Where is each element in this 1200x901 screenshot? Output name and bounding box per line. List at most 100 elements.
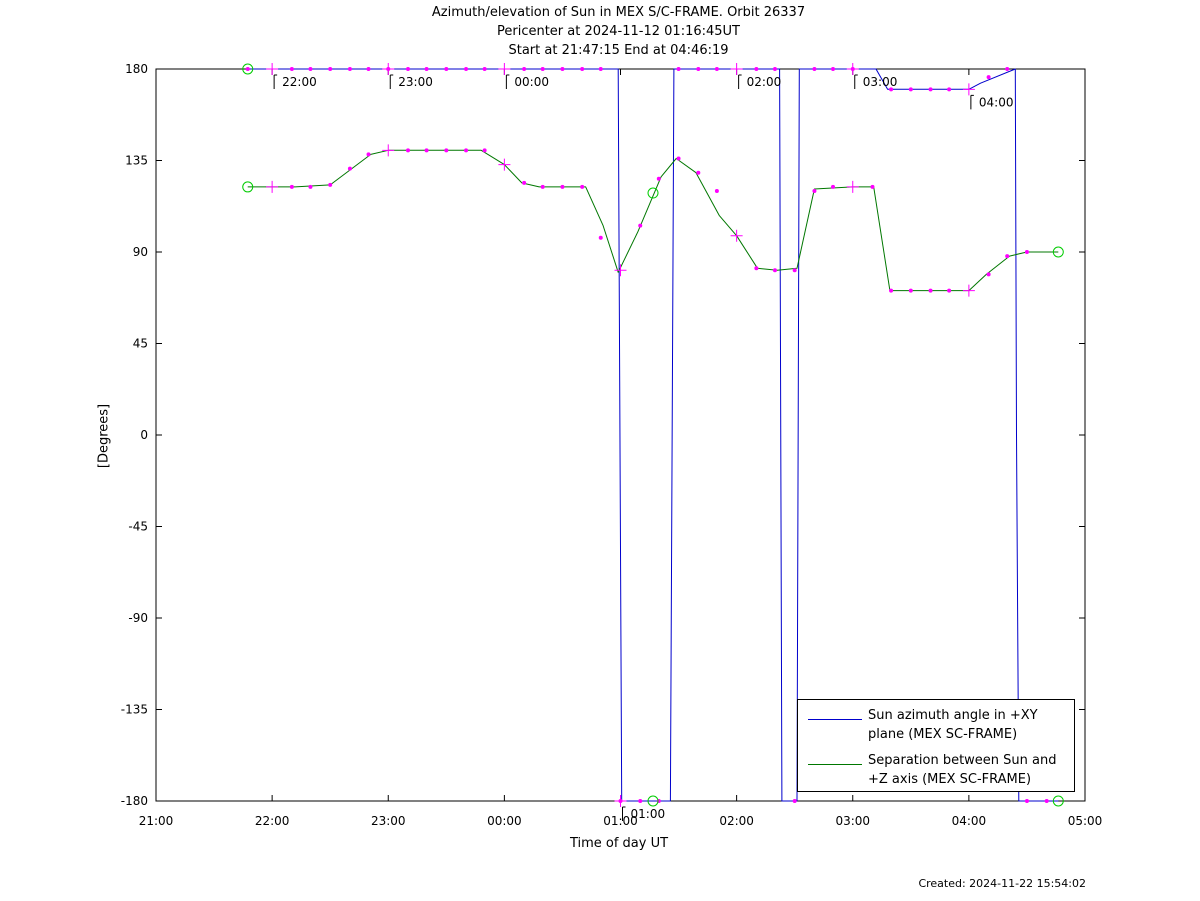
legend-item-separation: Separation between Sun and +Z axis (MEX …: [808, 751, 1068, 791]
endpoint-circle-marker: [647, 795, 659, 807]
x-tick-label: 21:00: [139, 814, 174, 828]
annotation-label: 01:00: [631, 807, 666, 821]
x-tick-label: 22:00: [255, 814, 290, 828]
annotation-hook: [505, 74, 510, 89]
data-point-marker: [928, 87, 933, 92]
hour-cross-marker: [614, 795, 627, 807]
data-point-marker: [598, 235, 603, 240]
annotation-hook: [738, 74, 742, 89]
data-point-marker: [540, 67, 545, 71]
data-point-marker: [245, 67, 250, 71]
data-point-marker: [870, 184, 875, 189]
y-tick-label: -135: [121, 703, 148, 717]
hour-cross-marker: [962, 83, 975, 96]
hour-cross-marker: [498, 63, 511, 75]
data-point-marker: [656, 176, 661, 181]
data-point-marker: [289, 67, 294, 71]
data-point-marker: [908, 288, 913, 293]
x-tick-label: 04:00: [952, 814, 987, 828]
data-point-marker: [754, 266, 759, 271]
y-tick-label: 0: [140, 428, 148, 442]
data-point-marker: [772, 268, 777, 273]
x-tick-label: 03:00: [835, 814, 870, 828]
annotation-label: 04:00: [979, 95, 1014, 109]
y-tick-label: 180: [125, 62, 148, 76]
data-point-marker: [560, 184, 565, 189]
data-point-marker: [444, 67, 449, 71]
x-tick-label: 00:00: [487, 814, 522, 828]
legend-label-azimuth-line1: Sun azimuth angle in +XY: [868, 708, 1038, 723]
legend-item-azimuth: Sun azimuth angle in +XY plane (MEX SC-F…: [808, 706, 1068, 746]
annotation-hook: [854, 74, 858, 89]
data-point-marker: [289, 184, 294, 189]
data-point-marker: [444, 148, 449, 153]
hour-cross-marker: [730, 63, 743, 75]
data-point-marker: [308, 184, 313, 189]
annotation-label: 03:00: [863, 75, 898, 89]
annotation-label: 22:00: [282, 75, 317, 89]
data-point-marker: [889, 288, 894, 293]
data-point-marker: [638, 223, 643, 228]
data-point-marker: [328, 67, 333, 71]
data-point-marker: [482, 148, 487, 153]
annotation-label: 02:00: [747, 75, 782, 89]
x-tick-label: 02:00: [719, 814, 754, 828]
data-point-marker: [889, 87, 894, 92]
legend-label-azimuth-line2: plane (MEX SC-FRAME): [868, 727, 1018, 742]
data-point-marker: [696, 170, 701, 175]
data-point-marker: [328, 182, 333, 187]
data-point-marker: [598, 67, 603, 71]
annotation-label: 23:00: [398, 75, 433, 89]
data-point-marker: [792, 268, 797, 273]
data-point-marker: [772, 67, 777, 71]
y-tick-label: 90: [133, 245, 148, 259]
legend-label-separation-line2: +Z axis (MEX SC-FRAME): [868, 772, 1032, 787]
data-point-marker: [366, 152, 371, 157]
data-point-marker: [1005, 254, 1010, 259]
x-tick-label: 01:00: [603, 814, 638, 828]
data-point-marker: [522, 67, 527, 71]
annotation-hook: [273, 74, 278, 89]
y-tick-label: 45: [133, 337, 148, 351]
data-point-marker: [676, 67, 681, 71]
data-point-marker: [714, 67, 719, 71]
data-point-marker: [464, 148, 469, 153]
hour-cross-marker: [614, 264, 627, 277]
data-point-marker: [714, 189, 719, 193]
data-point-marker: [405, 148, 410, 153]
data-point-marker: [908, 87, 913, 92]
data-point-marker: [366, 67, 371, 71]
legend: Sun azimuth angle in +XY plane (MEX SC-F…: [797, 699, 1075, 792]
data-point-marker: [1024, 799, 1029, 803]
data-point-marker: [947, 87, 952, 92]
x-axis-label: Time of day UT: [569, 836, 669, 851]
data-point-marker: [347, 166, 352, 171]
data-point-marker: [1005, 67, 1010, 71]
endpoint-circle-marker: [1052, 795, 1064, 807]
plot-frame: [155, 68, 1086, 802]
endpoint-circle-marker: [647, 187, 659, 199]
hour-cross-marker: [266, 63, 279, 75]
hour-cross-marker: [846, 63, 859, 75]
data-point-marker: [1044, 799, 1049, 803]
annotation-hook: [970, 94, 974, 110]
data-point-marker: [986, 75, 991, 80]
hour-cross-marker: [846, 180, 859, 193]
chart-subtitle-pericenter: Pericenter at 2024-11-12 01:16:45UT: [496, 24, 740, 39]
hour-cross-marker: [266, 180, 279, 193]
y-tick-label: 135: [125, 154, 148, 168]
data-point-marker: [947, 288, 952, 293]
hour-cross-marker: [962, 284, 975, 297]
data-point-marker: [482, 67, 487, 71]
legend-label-azimuth: Sun azimuth angle in +XY plane (MEX SC-F…: [868, 706, 1068, 744]
data-point-marker: [928, 288, 933, 293]
endpoint-circle-marker: [242, 181, 254, 193]
hour-cross-marker: [382, 63, 395, 75]
annotation-label: 00:00: [514, 75, 549, 89]
series-line-separation: [247, 149, 1059, 292]
data-point-marker: [560, 67, 565, 71]
hour-cross-marker: [498, 158, 511, 171]
annotation-hook: [389, 74, 394, 89]
data-point-marker: [638, 799, 643, 803]
